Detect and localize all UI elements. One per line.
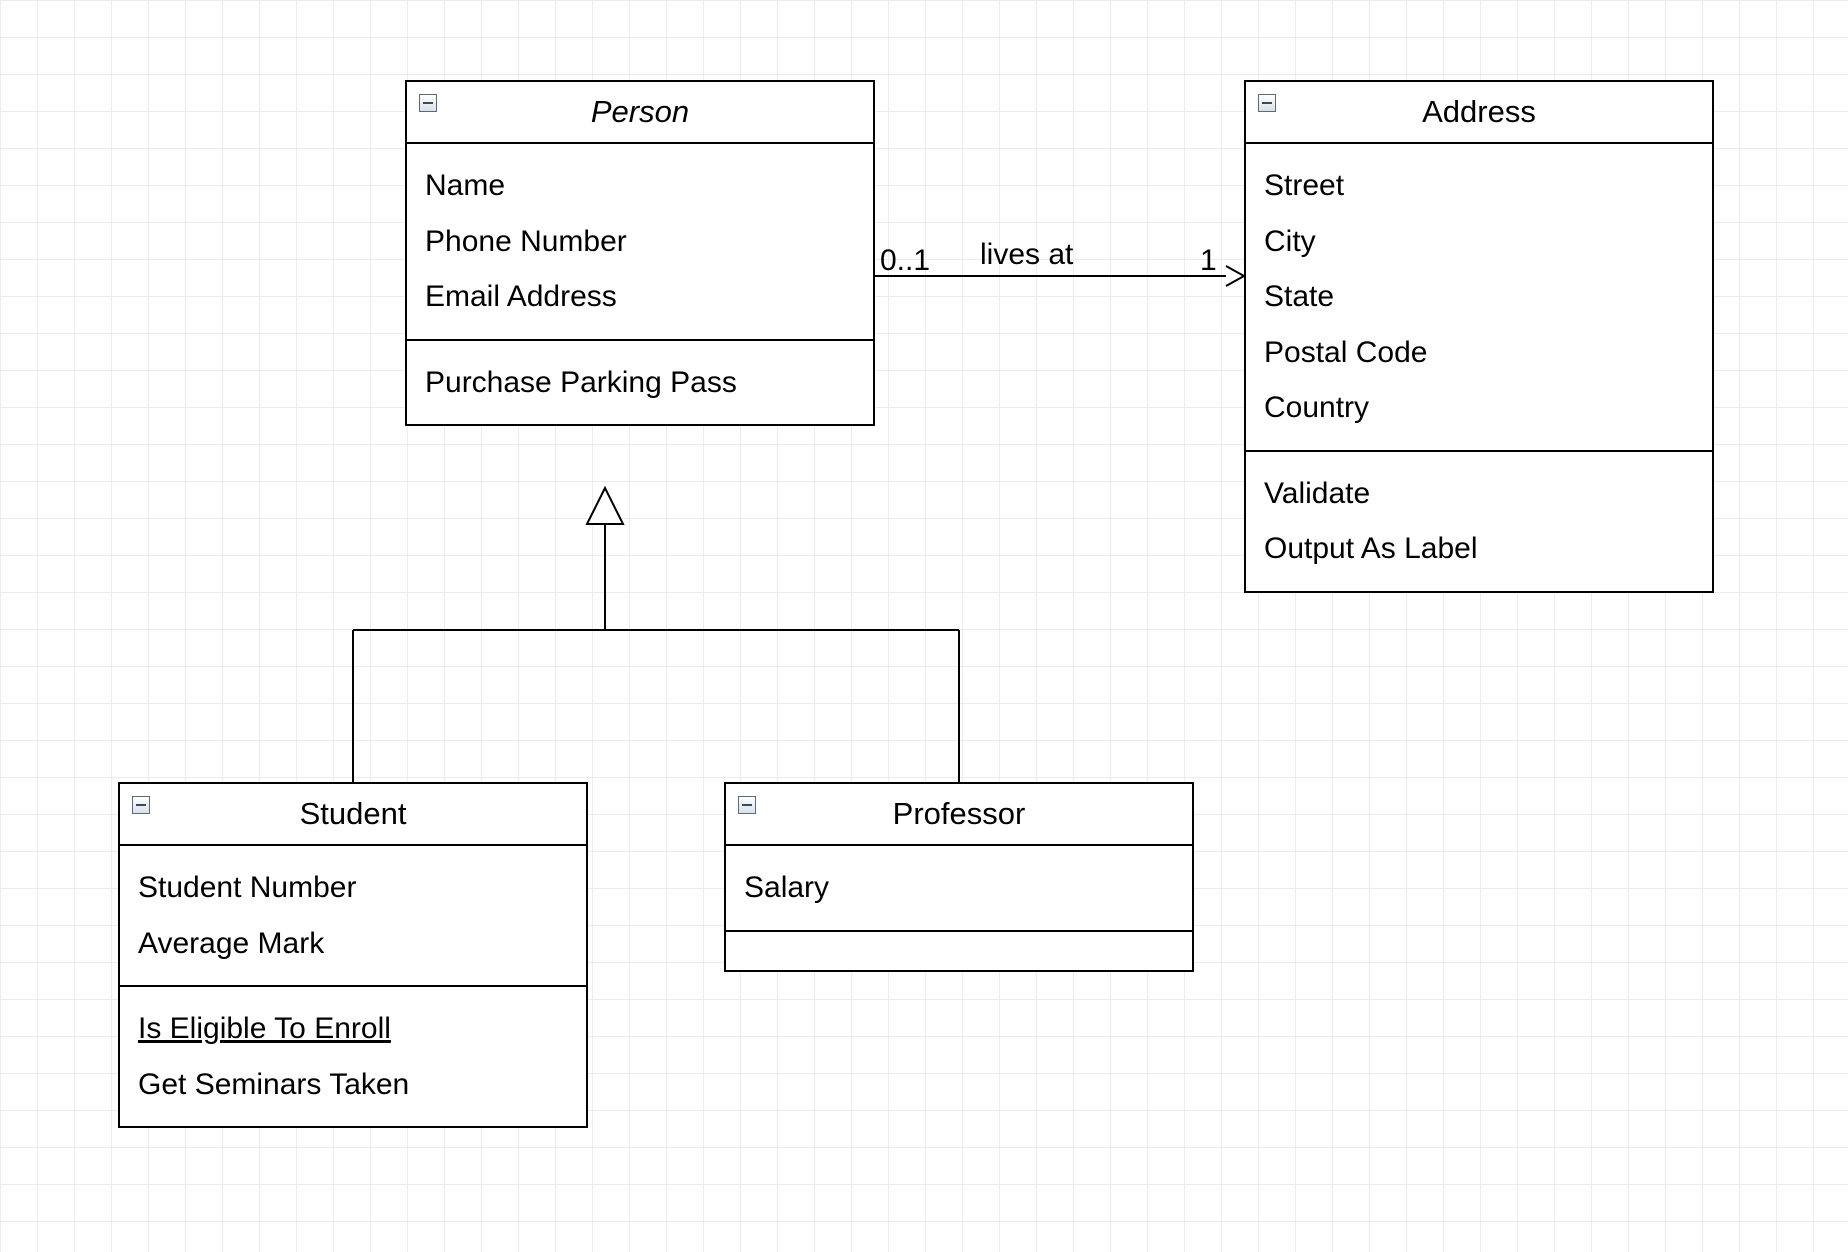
class-title-person: Person: [591, 94, 689, 129]
class-operations-address: Validate Output As Label: [1246, 452, 1712, 591]
class-operations-student: Is Eligible To Enroll Get Seminars Taken: [120, 987, 586, 1126]
class-professor[interactable]: Professor Salary: [724, 782, 1194, 972]
attr-row: Street: [1264, 158, 1694, 214]
class-attributes-student: Student Number Average Mark: [120, 846, 586, 987]
attr-row: Postal Code: [1264, 325, 1694, 381]
edge-label-lives-at: lives at: [980, 238, 1073, 272]
collapse-icon[interactable]: [738, 796, 756, 814]
attr-row: Student Number: [138, 860, 568, 916]
attr-row: Country: [1264, 380, 1694, 436]
collapse-icon[interactable]: [1258, 94, 1276, 112]
attr-row: Salary: [744, 860, 1174, 916]
op-row: Purchase Parking Pass: [425, 355, 855, 411]
attr-row: City: [1264, 214, 1694, 270]
op-row: Validate: [1264, 466, 1694, 522]
class-student[interactable]: Student Student Number Average Mark Is E…: [118, 782, 588, 1128]
class-attributes-address: Street City State Postal Code Country: [1246, 144, 1712, 452]
class-header-professor[interactable]: Professor: [726, 784, 1192, 846]
collapse-icon[interactable]: [132, 796, 150, 814]
class-title-professor: Professor: [893, 796, 1026, 831]
class-operations-professor: [726, 932, 1192, 970]
class-title-address: Address: [1422, 94, 1536, 129]
class-header-student[interactable]: Student: [120, 784, 586, 846]
edge-lives-at-arrowhead: [1226, 266, 1244, 286]
class-attributes-person: Name Phone Number Email Address: [407, 144, 873, 341]
op-row: Get Seminars Taken: [138, 1057, 568, 1113]
attr-row: Email Address: [425, 269, 855, 325]
edge-mult-to-lives-at: 1: [1200, 244, 1217, 278]
class-person[interactable]: Person Name Phone Number Email Address P…: [405, 80, 875, 426]
collapse-icon[interactable]: [419, 94, 437, 112]
edge-mult-from-lives-at: 0..1: [880, 244, 930, 278]
attr-row: Average Mark: [138, 916, 568, 972]
class-operations-person: Purchase Parking Pass: [407, 341, 873, 425]
diagram-canvas: lives at 0..1 1 Person Name Phone Number…: [0, 0, 1848, 1252]
attr-row: State: [1264, 269, 1694, 325]
class-attributes-professor: Salary: [726, 846, 1192, 932]
class-address[interactable]: Address Street City State Postal Code Co…: [1244, 80, 1714, 593]
op-row: Output As Label: [1264, 521, 1694, 577]
attr-row: Name: [425, 158, 855, 214]
class-header-address[interactable]: Address: [1246, 82, 1712, 144]
op-row: Is Eligible To Enroll: [138, 1001, 568, 1057]
generalization-arrowhead: [587, 488, 623, 524]
class-header-person[interactable]: Person: [407, 82, 873, 144]
attr-row: Phone Number: [425, 214, 855, 270]
class-title-student: Student: [300, 796, 407, 831]
